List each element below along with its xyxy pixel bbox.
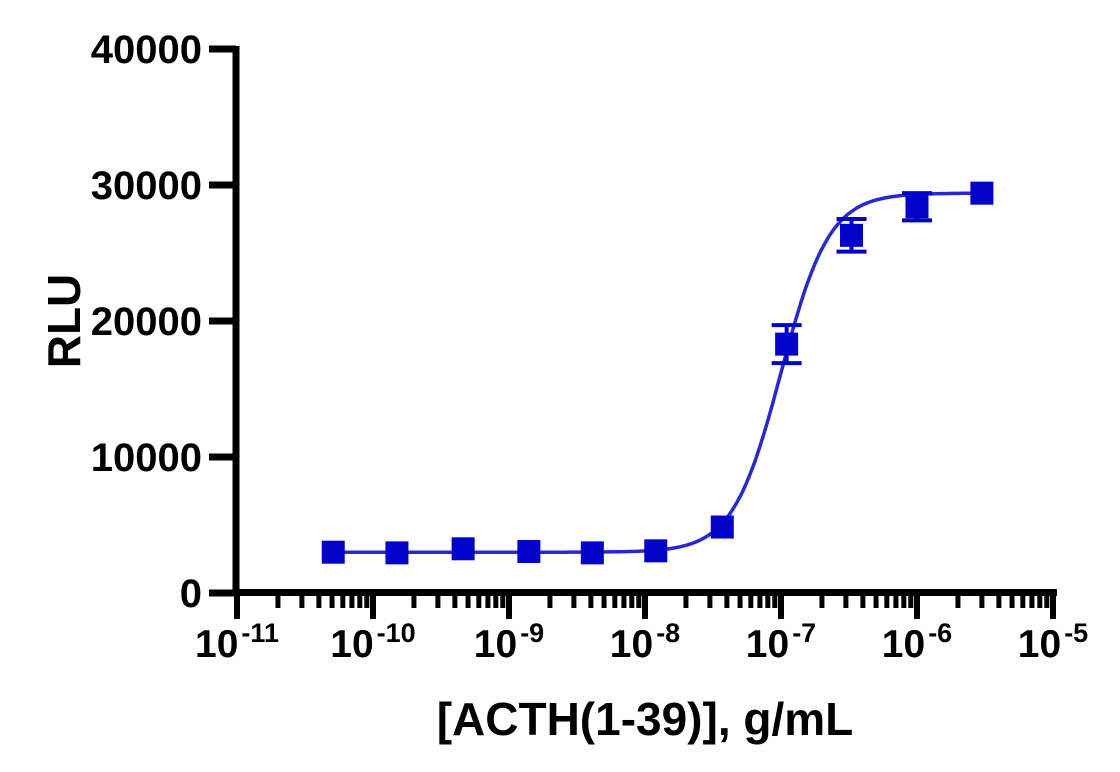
x-axis-title: [ACTH(1-39)], g/mL: [437, 693, 854, 745]
y-tick-label: 10000: [91, 436, 202, 480]
data-point-marker: [710, 515, 734, 539]
y-tick-label: 0: [180, 572, 202, 616]
x-tick-label: 10 -9: [474, 618, 544, 666]
x-tick-label: 10 -7: [746, 618, 816, 666]
x-tick-label: 10 -5: [1018, 618, 1088, 666]
x-tick-label: 10 -8: [610, 618, 680, 666]
data-point-marker: [580, 541, 604, 565]
data-point-marker: [905, 195, 929, 219]
y-tick-label: 40000: [91, 28, 202, 72]
fit-curve: [333, 191, 982, 554]
data-point-marker: [840, 223, 864, 247]
x-tick-labels: 10 -11 10 -10 10 -9 10 -8 10 -7 10 -6 10 -5: [195, 618, 1088, 666]
fit-curve-path: [333, 191, 982, 554]
x-major-ticks: [234, 592, 1056, 619]
y-axis-title: RLU: [38, 274, 90, 369]
x-tick-label: 10 -11: [195, 618, 279, 666]
x-tick-label: 10 -10: [330, 618, 415, 666]
y-tick-label: 30000: [91, 164, 202, 208]
axes: [232, 46, 1057, 596]
y-ticks: [209, 45, 236, 597]
data-point-marker: [321, 540, 345, 564]
x-tick-label: 10 -6: [882, 618, 952, 666]
data-point-marker: [775, 332, 799, 356]
data-point-markers: [321, 181, 994, 565]
y-tick-labels: 0 10000 20000 30000 40000: [91, 28, 202, 616]
data-point-marker: [970, 181, 994, 205]
data-point-marker: [451, 537, 475, 561]
data-point-marker: [644, 539, 668, 563]
y-tick-label: 20000: [91, 300, 202, 344]
data-point-marker: [385, 541, 409, 565]
data-point-marker: [517, 540, 541, 564]
